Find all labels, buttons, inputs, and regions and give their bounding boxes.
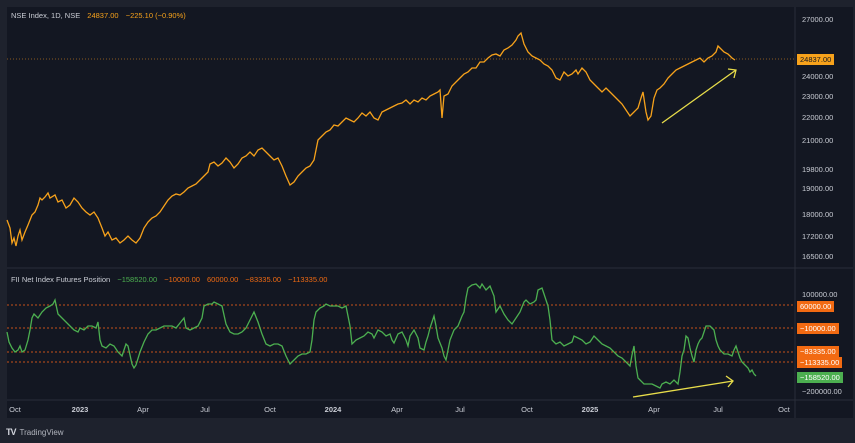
y-tick: 100000.00 bbox=[802, 290, 838, 299]
x-tick: 2023 bbox=[71, 405, 89, 414]
x-tick: Jul bbox=[200, 405, 210, 414]
fii-position-line bbox=[6, 282, 757, 389]
x-tick: 2024 bbox=[324, 405, 342, 414]
indicator-value-neg83335: −83335.00 bbox=[245, 275, 282, 284]
main-legend[interactable]: NSE Index, 1D, NSE 24837.00 −225.10 (−0.… bbox=[11, 11, 191, 20]
ref-tag-60000: 60000.00 bbox=[797, 301, 835, 312]
x-tick: Jul bbox=[713, 405, 723, 414]
brand-label: TradingView bbox=[19, 427, 64, 437]
y-tick: 24000.00 bbox=[802, 72, 834, 81]
sub-legend[interactable]: FII Net Index Futures Position −158520.0… bbox=[11, 275, 332, 284]
last-price-tag: 24837.00 bbox=[797, 54, 835, 65]
ref-tag-neg83335: −83335.00 bbox=[797, 346, 839, 357]
y-tick: 16500.00 bbox=[802, 252, 834, 261]
x-tick: 2025 bbox=[581, 405, 599, 414]
trend-arrow-sub bbox=[632, 380, 734, 398]
tradingview-logo-icon: TV bbox=[6, 427, 16, 437]
x-tick: Oct bbox=[9, 405, 21, 414]
y-tick: 22000.00 bbox=[802, 113, 834, 122]
tradingview-footer[interactable]: TV TradingView bbox=[6, 427, 64, 437]
y-tick: −200000.00 bbox=[802, 387, 842, 396]
x-tick: Apr bbox=[137, 405, 149, 414]
indicator-value-60000: 60000.00 bbox=[207, 275, 239, 284]
plot-area[interactable] bbox=[7, 7, 853, 418]
y-tick: 19800.00 bbox=[802, 165, 834, 174]
x-tick: Apr bbox=[391, 405, 403, 414]
y-tick: 17200.00 bbox=[802, 232, 834, 241]
indicator-value-neg10000: −10000.00 bbox=[164, 275, 200, 284]
ref-tag-neg10000: −10000.00 bbox=[797, 323, 839, 334]
x-tick: Jul bbox=[455, 405, 465, 414]
trend-arrow-main bbox=[661, 69, 737, 124]
price-change-value: −225.10 (−0.90%) bbox=[125, 11, 186, 20]
y-tick: 18000.00 bbox=[802, 210, 834, 219]
indicator-value-current: −158520.00 bbox=[117, 275, 158, 284]
nse-index-line bbox=[6, 31, 736, 247]
y-tick: 23000.00 bbox=[802, 92, 834, 101]
ref-tag-neg113335: −113335.00 bbox=[797, 357, 843, 368]
y-tick: 21000.00 bbox=[802, 136, 834, 145]
y-tick: 19000.00 bbox=[802, 184, 834, 193]
y-tick: 27000.00 bbox=[802, 15, 834, 24]
x-tick: Oct bbox=[264, 405, 276, 414]
x-tick: Apr bbox=[648, 405, 660, 414]
indicator-title: FII Net Index Futures Position bbox=[11, 275, 111, 284]
current-value-tag: −158520.00 bbox=[797, 372, 843, 383]
x-tick: Oct bbox=[778, 405, 790, 414]
x-tick: Oct bbox=[521, 405, 533, 414]
symbol-label: NSE Index, 1D, NSE bbox=[11, 11, 81, 20]
indicator-value-neg113335: −113335.00 bbox=[288, 275, 328, 284]
last-price-value: 24837.00 bbox=[87, 11, 119, 20]
